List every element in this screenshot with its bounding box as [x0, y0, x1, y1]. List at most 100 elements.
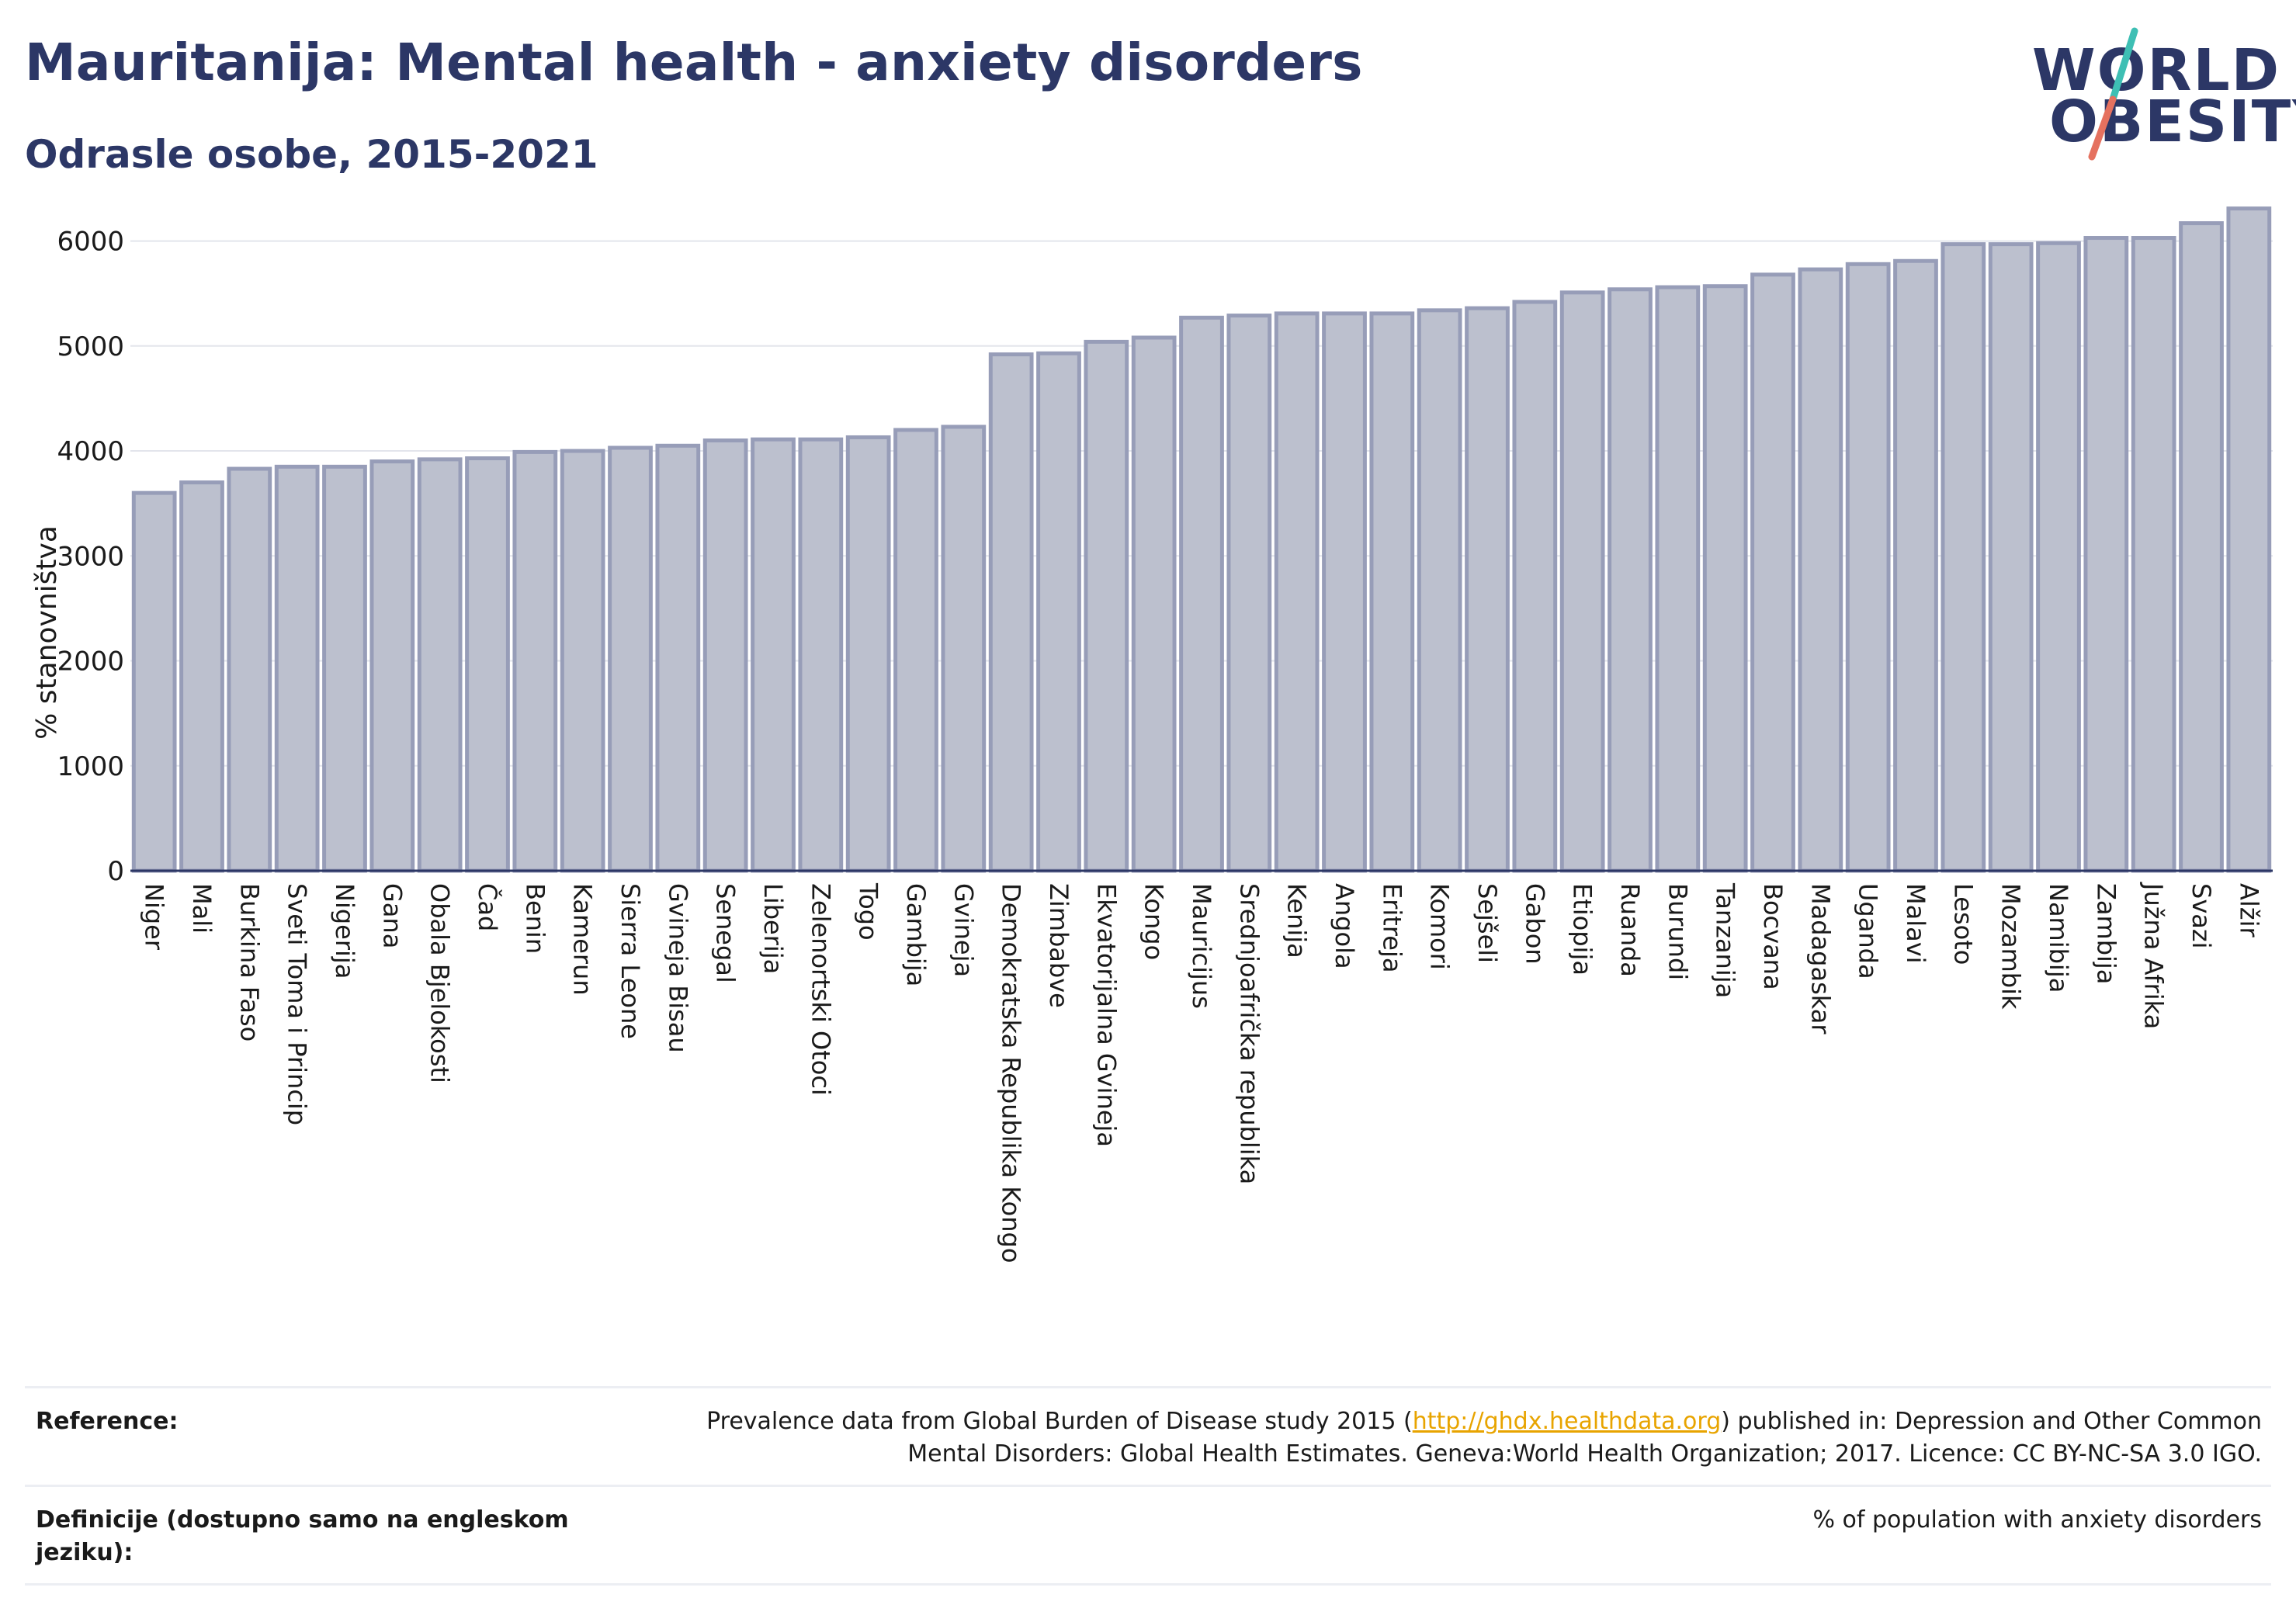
logo-word-obesity: OBESITY: [2049, 88, 2296, 155]
x-tick-label: Gabon: [1520, 883, 1549, 965]
x-tick-label: Demokratska Republika Kongo: [997, 883, 1026, 1263]
x-tick-label: Senegal: [711, 883, 740, 983]
reference-text-post: ) published in: Depression and Other Com…: [907, 1408, 2262, 1468]
y-tick-label: 0: [107, 856, 124, 887]
x-tick-label: Sierra Leone: [616, 883, 645, 1039]
bar: [702, 438, 748, 873]
bar: [512, 449, 558, 873]
x-tick-label: Kongo: [1139, 883, 1169, 960]
x-tick-label: Komori: [1425, 883, 1455, 970]
y-tick-labels: 0 1000 2000 3000 4000 5000 6000: [57, 227, 124, 887]
x-tick-label: Mauricijus: [1187, 883, 1216, 1009]
x-tick-label: Zelenortski Otoci: [806, 883, 835, 1096]
bars: [131, 206, 2272, 873]
bar: [560, 449, 605, 873]
x-tick-label: Zimbabve: [1044, 883, 1073, 1008]
bar: [1655, 285, 1701, 873]
bar: [369, 459, 415, 873]
definition-row: Definicije (dostupno samo na engleskom j…: [25, 1485, 2271, 1586]
x-tick-label: Madagaskar: [1805, 883, 1835, 1035]
bar: [798, 437, 844, 873]
bar: [1274, 311, 1320, 873]
x-tick-label: Burundi: [1663, 883, 1692, 980]
bar: [1893, 258, 1938, 873]
bar: [1702, 284, 1748, 873]
bar: [417, 457, 463, 873]
y-tick-label: 4000: [57, 436, 124, 467]
x-tick-label: Južna Afrika: [2139, 882, 2169, 1029]
x-tick-label: Ruanda: [1615, 883, 1645, 977]
x-tick-label: Benin: [520, 883, 550, 954]
x-tick-label: Mozambik: [1996, 883, 2026, 1010]
bar-chart: 0 1000 2000 3000 4000 5000 6000 Niger Mali Burki…: [31, 206, 2273, 1263]
logo-word-world: WORLD: [2032, 37, 2281, 104]
bar: [1465, 306, 1510, 873]
bar: [1417, 308, 1462, 873]
world-obesity-logo: WORLD OBESITY: [2018, 23, 2296, 163]
bar: [988, 352, 1034, 873]
reference-row: Reference: Prevalence data from Global B…: [25, 1386, 2271, 1485]
y-tick-label: 1000: [57, 751, 124, 782]
bar: [1179, 315, 1224, 873]
bar: [465, 456, 510, 873]
bar: [179, 480, 224, 873]
bar: [1750, 272, 1795, 873]
x-tick-label: Kamerun: [568, 883, 598, 996]
bar: [893, 428, 938, 873]
bar: [655, 443, 701, 873]
bar: [1988, 242, 2034, 873]
x-tick-label: Eritreja: [1377, 883, 1406, 972]
bar: [1084, 339, 1129, 873]
x-tick-label: Lesoto: [1948, 883, 1978, 965]
x-tick-label: Obala Bjelokosti: [425, 883, 455, 1083]
x-tick-label: Gana: [377, 883, 407, 948]
x-tick-label: Ekvatorijalna Gvineja: [1091, 883, 1121, 1147]
x-tick-label: Srednjoafrička republika: [1234, 883, 1264, 1184]
x-tick-label: Tanzanija: [1711, 882, 1740, 998]
x-tick-label: Togo: [854, 882, 883, 941]
bar: [1608, 287, 1653, 873]
definition-label: Definicije (dostupno samo na engleskom j…: [36, 1506, 569, 1566]
y-tick-label: 5000: [57, 331, 124, 362]
x-tick-labels: Niger Mali Burkina Faso Sveti Toma i Princi…: [140, 882, 2264, 1263]
reference-text-pre: Prevalence data from Global Burden of Di…: [706, 1408, 1413, 1435]
x-tick-label: Sveti Toma i Princip: [283, 883, 312, 1125]
bar: [2083, 236, 2129, 873]
x-tick-label: Svazi: [2187, 883, 2216, 949]
x-tick-label: Malavi: [1901, 883, 1930, 964]
x-tick-label: Bocvana: [1758, 883, 1788, 990]
x-tick-label: Namibija: [2044, 883, 2073, 993]
bar: [2226, 206, 2272, 873]
y-axis-label: % stanovništva: [31, 525, 63, 740]
bar: [1559, 290, 1605, 873]
reference-link[interactable]: http://ghdx.healthdata.org: [1412, 1408, 1722, 1435]
bar: [608, 445, 653, 873]
x-tick-label: Uganda: [1854, 883, 1883, 979]
bar: [1798, 267, 1843, 873]
footer-table: Reference: Prevalence data from Global B…: [25, 1386, 2271, 1586]
page-subtitle: Odrasle osobe, 2015-2021: [25, 132, 598, 177]
bar: [1036, 351, 1081, 873]
bar: [274, 464, 320, 873]
x-tick-label: Gambija: [901, 883, 931, 986]
y-tick-label: 2000: [57, 646, 124, 678]
bar: [2179, 221, 2224, 873]
bar: [1131, 335, 1177, 873]
bar: [1512, 300, 1558, 873]
bar: [227, 466, 272, 873]
y-tick-label: 6000: [57, 227, 124, 258]
bar: [1845, 262, 1891, 873]
x-tick-label: Angola: [1330, 883, 1359, 969]
bar: [1322, 311, 1367, 873]
bar: [1226, 314, 1272, 873]
reference-label: Reference:: [36, 1408, 179, 1435]
x-tick-label: Etiopija: [1568, 883, 1597, 976]
x-tick-label: Zambija: [2091, 883, 2121, 984]
bar: [941, 425, 987, 873]
x-tick-label: Burkina Faso: [234, 883, 264, 1041]
x-tick-label: Gvineja Bisau: [663, 883, 692, 1053]
x-tick-label: Čad: [473, 883, 503, 931]
bar: [2131, 236, 2176, 873]
bar: [1941, 242, 1986, 873]
x-tick-label: Niger: [140, 883, 169, 951]
